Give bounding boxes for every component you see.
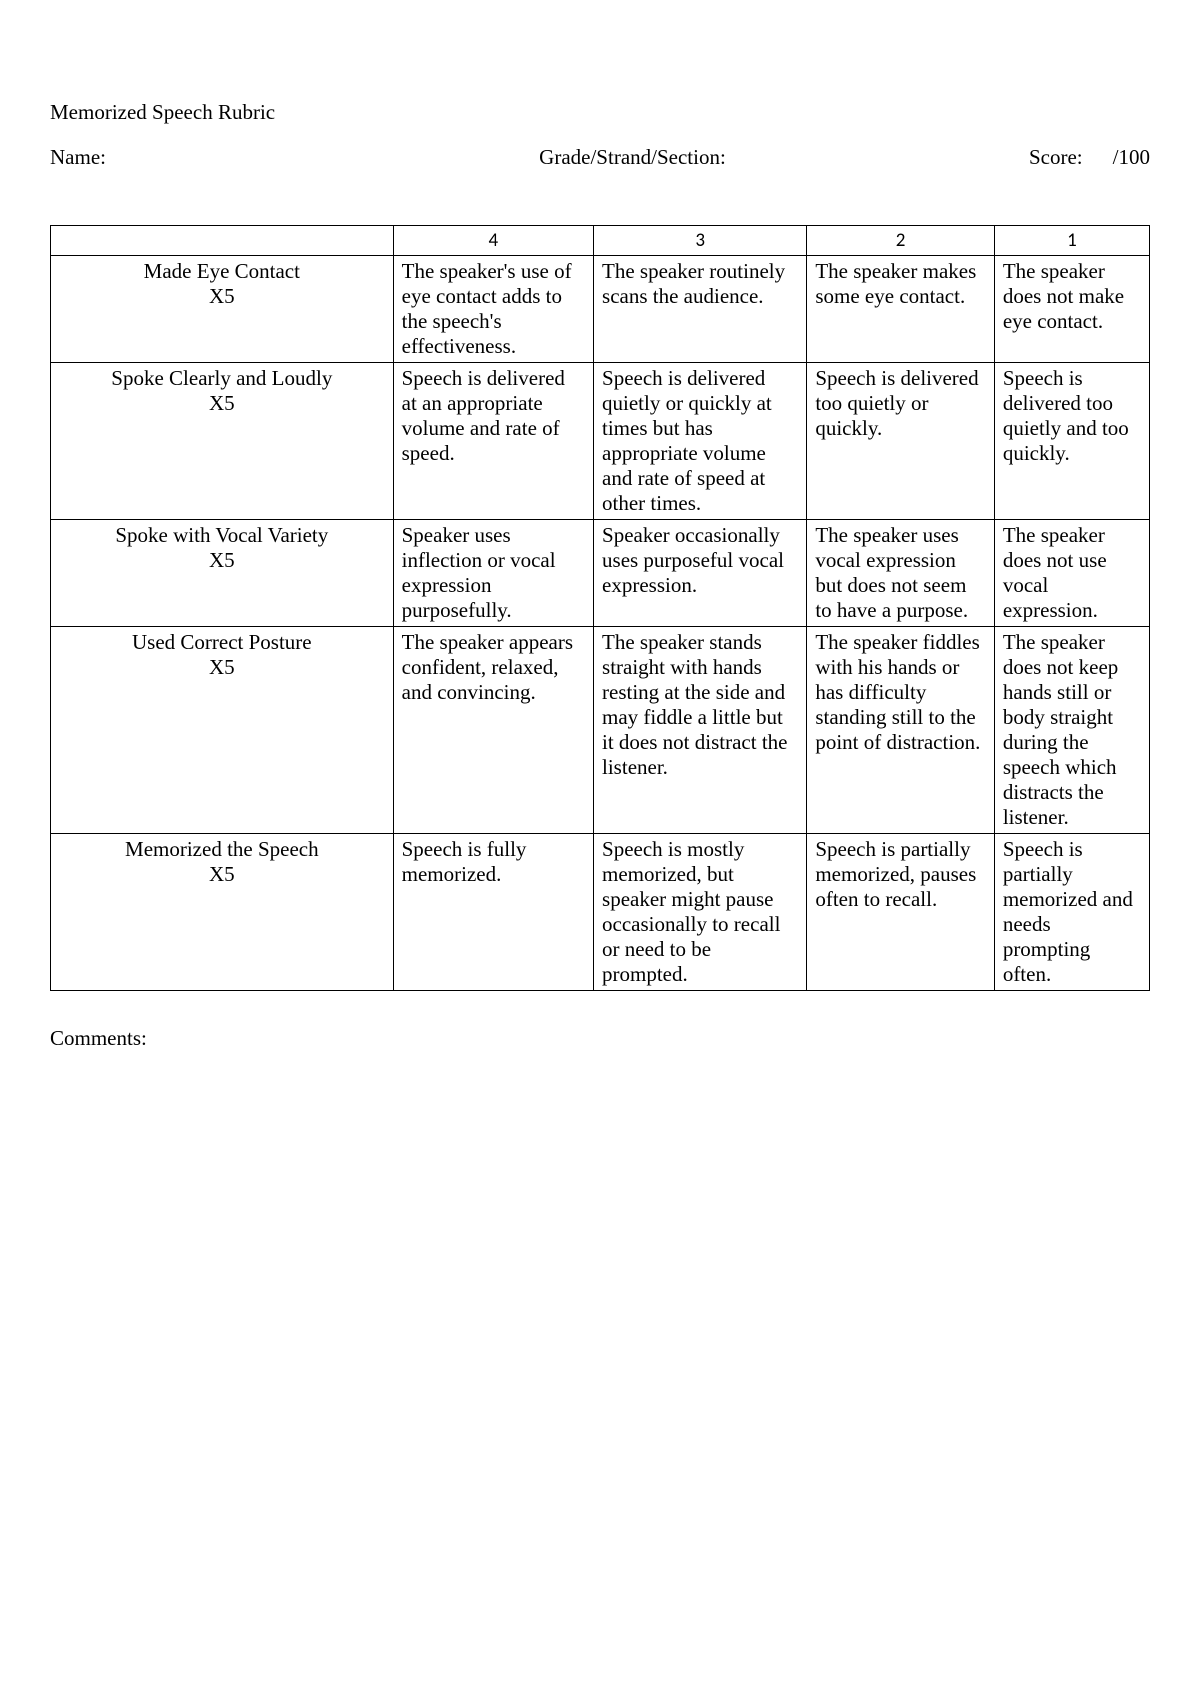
score-2-cell: The speaker uses vocal expression but do… — [807, 520, 994, 627]
criteria-multiplier: X5 — [59, 284, 385, 309]
header-cell-4: 4 — [393, 226, 593, 256]
header-cell-blank — [51, 226, 394, 256]
criteria-name: Spoke Clearly and Loudly — [59, 366, 385, 391]
score-1-cell: Speech is delivered too quietly and too … — [994, 363, 1149, 520]
score-2-cell: The speaker fiddles with his hands or ha… — [807, 627, 994, 834]
score-1-cell: Speech is partially memorized and needs … — [994, 834, 1149, 991]
table-row: Made Eye Contact X5 The speaker's use of… — [51, 256, 1150, 363]
name-label: Name: — [50, 145, 106, 170]
table-header-row: 4 3 2 1 — [51, 226, 1150, 256]
table-row: Spoke with Vocal Variety X5 Speaker uses… — [51, 520, 1150, 627]
table-row: Memorized the Speech X5 Speech is fully … — [51, 834, 1150, 991]
score-4-cell: The speaker's use of eye contact adds to… — [393, 256, 593, 363]
score-1-cell: The speaker does not make eye contact. — [994, 256, 1149, 363]
criteria-name: Made Eye Contact — [59, 259, 385, 284]
criteria-cell: Made Eye Contact X5 — [51, 256, 394, 363]
score-4-cell: Speech is fully memorized. — [393, 834, 593, 991]
score-3-cell: The speaker routinely scans the audience… — [594, 256, 807, 363]
header-cell-1: 1 — [994, 226, 1149, 256]
criteria-name: Memorized the Speech — [59, 837, 385, 862]
header-info-row: Name: Grade/Strand/Section: Score: /100 — [50, 145, 1150, 170]
score-3-cell: Speaker occasionally uses purposeful voc… — [594, 520, 807, 627]
criteria-multiplier: X5 — [59, 548, 385, 573]
score-section: Score: /100 — [1029, 145, 1150, 170]
rubric-table: 4 3 2 1 Made Eye Contact X5 The speaker'… — [50, 225, 1150, 991]
criteria-name: Spoke with Vocal Variety — [59, 523, 385, 548]
score-2-cell: The speaker makes some eye contact. — [807, 256, 994, 363]
score-1-cell: The speaker does not keep hands still or… — [994, 627, 1149, 834]
comments-label: Comments: — [50, 1026, 1150, 1051]
score-4-cell: Speech is delivered at an appropriate vo… — [393, 363, 593, 520]
document-title: Memorized Speech Rubric — [50, 100, 1150, 125]
criteria-multiplier: X5 — [59, 862, 385, 887]
score-total: /100 — [1113, 145, 1150, 170]
score-2-cell: Speech is delivered too quietly or quick… — [807, 363, 994, 520]
grade-label: Grade/Strand/Section: — [539, 145, 726, 170]
score-2-cell: Speech is partially memorized, pauses of… — [807, 834, 994, 991]
criteria-cell: Memorized the Speech X5 — [51, 834, 394, 991]
criteria-cell: Spoke Clearly and Loudly X5 — [51, 363, 394, 520]
criteria-name: Used Correct Posture — [59, 630, 385, 655]
score-3-cell: Speech is delivered quietly or quickly a… — [594, 363, 807, 520]
header-cell-2: 2 — [807, 226, 994, 256]
score-3-cell: Speech is mostly memorized, but speaker … — [594, 834, 807, 991]
criteria-cell: Used Correct Posture X5 — [51, 627, 394, 834]
table-row: Spoke Clearly and Loudly X5 Speech is de… — [51, 363, 1150, 520]
score-1-cell: The speaker does not use vocal expressio… — [994, 520, 1149, 627]
criteria-cell: Spoke with Vocal Variety X5 — [51, 520, 394, 627]
score-4-cell: Speaker uses inflection or vocal express… — [393, 520, 593, 627]
table-row: Used Correct Posture X5 The speaker appe… — [51, 627, 1150, 834]
criteria-multiplier: X5 — [59, 391, 385, 416]
score-3-cell: The speaker stands straight with hands r… — [594, 627, 807, 834]
score-4-cell: The speaker appears confident, relaxed, … — [393, 627, 593, 834]
header-cell-3: 3 — [594, 226, 807, 256]
criteria-multiplier: X5 — [59, 655, 385, 680]
score-label: Score: — [1029, 145, 1083, 170]
